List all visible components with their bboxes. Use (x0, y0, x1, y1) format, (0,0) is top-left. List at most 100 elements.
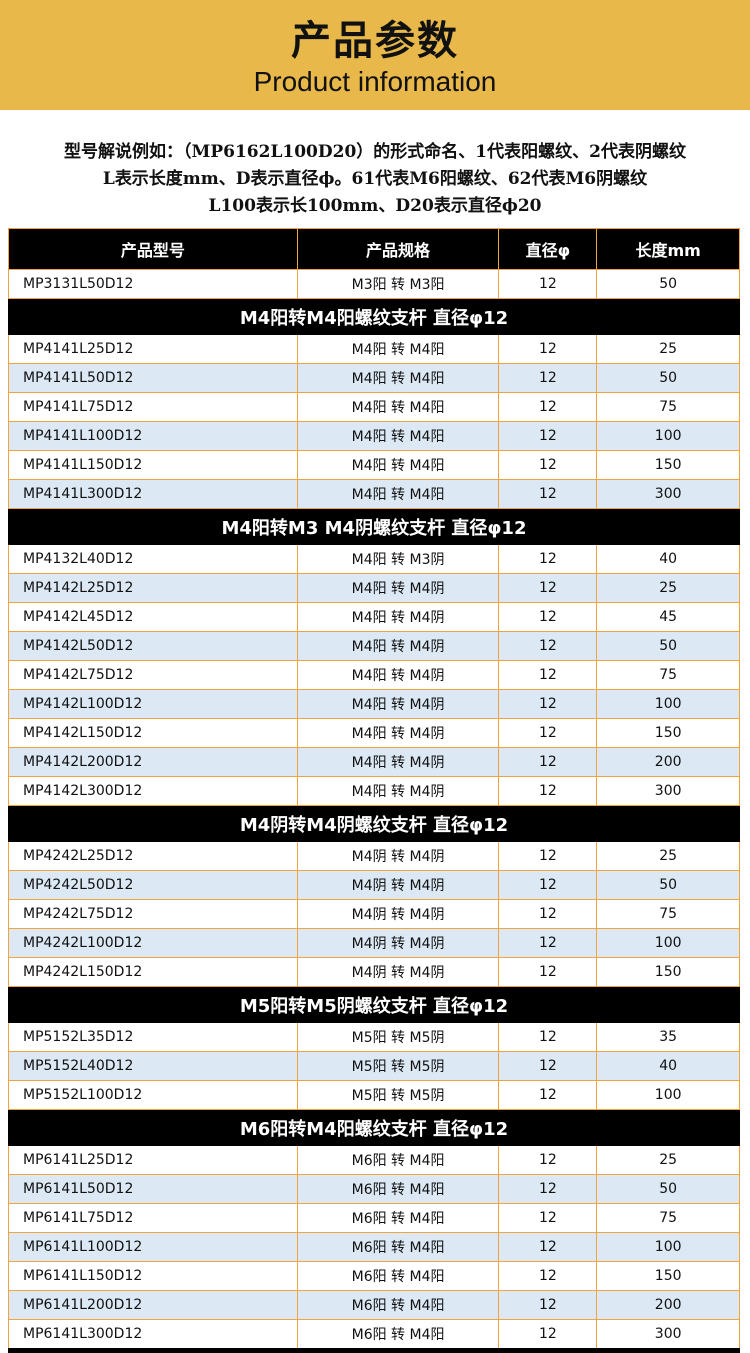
section-title: M6阳转M4阳螺纹支杆 直径φ12 (8, 1109, 740, 1146)
column-header: 产品型号 (8, 228, 298, 270)
length-cell: 75 (596, 660, 740, 690)
spec-cell: M4阴 转 M4阴 (296, 899, 500, 929)
table-row: MP4142L75D12 M4阳 转 M4阴 12 75 (8, 660, 740, 690)
diameter-cell: 12 (498, 363, 598, 393)
model-cell: MP4142L100D12 (8, 689, 298, 719)
diameter-cell: 12 (498, 392, 598, 422)
length-cell: 25 (596, 334, 740, 364)
spec-cell: M4阳 转 M4阴 (296, 776, 500, 806)
length-cell: 150 (596, 957, 740, 987)
table-row: MP6141L50D12 M6阳 转 M4阳 12 50 (8, 1174, 740, 1204)
model-cell: MP4141L50D12 (8, 363, 298, 393)
length-cell: 150 (596, 1261, 740, 1291)
spec-cell: M5阳 转 M5阴 (296, 1022, 500, 1052)
diameter-cell: 12 (498, 1145, 598, 1175)
model-cell: MP6141L25D12 (8, 1145, 298, 1175)
spec-cell: M4阳 转 M4阳 (296, 421, 500, 451)
table-row: MP6141L100D12 M6阳 转 M4阳 12 100 (8, 1232, 740, 1262)
diameter-cell: 12 (498, 689, 598, 719)
model-cell: MP4141L100D12 (8, 421, 298, 451)
model-cell: MP3131L50D12 (8, 269, 298, 299)
section-header: M6阳转M4阳螺纹支杆 直径φ12 (8, 1109, 740, 1146)
page-subtitle: Product information (253, 66, 497, 97)
spec-cell: M4阳 转 M4阳 (296, 479, 500, 509)
model-cell: MP4142L150D12 (8, 718, 298, 748)
spec-cell: M3阳 转 M3阳 (296, 269, 500, 299)
table-header: 产品型号 产品规格 直径φ 长度mm (8, 228, 740, 270)
length-cell: 200 (596, 747, 740, 777)
spec-cell: M4阳 转 M4阴 (296, 631, 500, 661)
model-cell: MP4141L150D12 (8, 450, 298, 480)
model-cell: MP4142L75D12 (8, 660, 298, 690)
model-cell: MP6141L75D12 (8, 1203, 298, 1233)
diameter-cell: 12 (498, 631, 598, 661)
spec-cell: M6阳 转 M4阳 (296, 1203, 500, 1233)
table-row: MP4142L300D12 M4阳 转 M4阴 12 300 (8, 776, 740, 806)
section-title: M4阴转M4阴螺纹支杆 直径φ12 (8, 805, 740, 842)
section-header: M4阴转M4阴螺纹支杆 直径φ12 (8, 805, 740, 842)
model-cell: MP4242L75D12 (8, 899, 298, 929)
spec-cell: M4阳 转 M4阳 (296, 450, 500, 480)
table-row: MP4142L150D12 M4阳 转 M4阴 12 150 (8, 718, 740, 748)
table-row: MP4242L50D12 M4阴 转 M4阴 12 50 (8, 870, 740, 900)
table-row: MP4141L300D12 M4阳 转 M4阳 12 300 (8, 479, 740, 509)
diameter-cell: 12 (498, 1203, 598, 1233)
spec-cell: M6阳 转 M4阳 (296, 1145, 500, 1175)
model-cell: MP6141L200D12 (8, 1290, 298, 1320)
length-cell: 150 (596, 450, 740, 480)
spec-cell: M4阳 转 M4阴 (296, 718, 500, 748)
diameter-cell: 12 (498, 718, 598, 748)
spec-cell: M5阳 转 M5阴 (296, 1051, 500, 1081)
column-header: 直径φ (498, 228, 598, 270)
length-cell: 150 (596, 718, 740, 748)
diameter-cell: 12 (498, 899, 598, 929)
length-cell: 40 (596, 1051, 740, 1081)
spec-cell: M4阳 转 M4阴 (296, 573, 500, 603)
spec-cell: M5阳 转 M5阴 (296, 1080, 500, 1110)
length-cell: 100 (596, 1232, 740, 1262)
model-cell: MP5152L40D12 (8, 1051, 298, 1081)
table-end-bar (8, 1348, 740, 1353)
table-row: MP5152L35D12 M5阳 转 M5阴 12 35 (8, 1022, 740, 1052)
section-header: M4阳转M3 M4阴螺纹支杆 直径φ12 (8, 508, 740, 545)
diameter-cell: 12 (498, 1261, 598, 1291)
model-cell: MP4132L40D12 (8, 544, 298, 574)
diameter-cell: 12 (498, 450, 598, 480)
spec-cell: M4阳 转 M4阴 (296, 602, 500, 632)
section-title: M5阳转M5阴螺纹支杆 直径φ12 (8, 986, 740, 1023)
table-row: MP4242L75D12 M4阴 转 M4阴 12 75 (8, 899, 740, 929)
length-cell: 35 (596, 1022, 740, 1052)
model-cell: MP5152L100D12 (8, 1080, 298, 1110)
model-cell: MP6141L50D12 (8, 1174, 298, 1204)
spec-cell: M4阴 转 M4阴 (296, 870, 500, 900)
spec-cell: M6阳 转 M4阳 (296, 1232, 500, 1262)
page-title: 产品参数 (291, 18, 459, 64)
table-row: MP3131L50D12 M3阳 转 M3阳 12 50 (8, 269, 740, 299)
length-cell: 100 (596, 421, 740, 451)
table-row: MP6141L25D12 M6阳 转 M4阳 12 25 (8, 1145, 740, 1175)
diameter-cell: 12 (498, 1232, 598, 1262)
spec-cell: M6阳 转 M4阳 (296, 1290, 500, 1320)
diameter-cell: 12 (498, 269, 598, 299)
model-cell: MP4242L100D12 (8, 928, 298, 958)
header-banner: 产品参数 Product information (0, 0, 750, 110)
model-cell: MP6141L150D12 (8, 1261, 298, 1291)
description-line: L表示长度mm、D表示直径ϕ。61代表M6阳螺纹、62代表M6阴螺纹 (102, 169, 648, 189)
diameter-cell: 12 (498, 1319, 598, 1349)
table-row: MP4142L25D12 M4阳 转 M4阴 12 25 (8, 573, 740, 603)
table-row: MP4141L50D12 M4阳 转 M4阳 12 50 (8, 363, 740, 393)
table-row: MP5152L40D12 M5阳 转 M5阴 12 40 (8, 1051, 740, 1081)
model-cell: MP4142L45D12 (8, 602, 298, 632)
diameter-cell: 12 (498, 776, 598, 806)
description-line: 型号解说例如：（MP6162L100D20）的形式命名、1代表阳螺纹、2代表阴螺… (64, 142, 686, 162)
diameter-cell: 12 (498, 1080, 598, 1110)
length-cell: 50 (596, 870, 740, 900)
spec-cell: M4阳 转 M4阳 (296, 363, 500, 393)
model-cell: MP4141L300D12 (8, 479, 298, 509)
length-cell: 100 (596, 689, 740, 719)
section-header: M4阳转M4阳螺纹支杆 直径φ12 (8, 298, 740, 335)
spec-cell: M4阴 转 M4阴 (296, 841, 500, 871)
spec-cell: M4阳 转 M4阴 (296, 660, 500, 690)
length-cell: 300 (596, 1319, 740, 1349)
model-cell: MP4142L300D12 (8, 776, 298, 806)
